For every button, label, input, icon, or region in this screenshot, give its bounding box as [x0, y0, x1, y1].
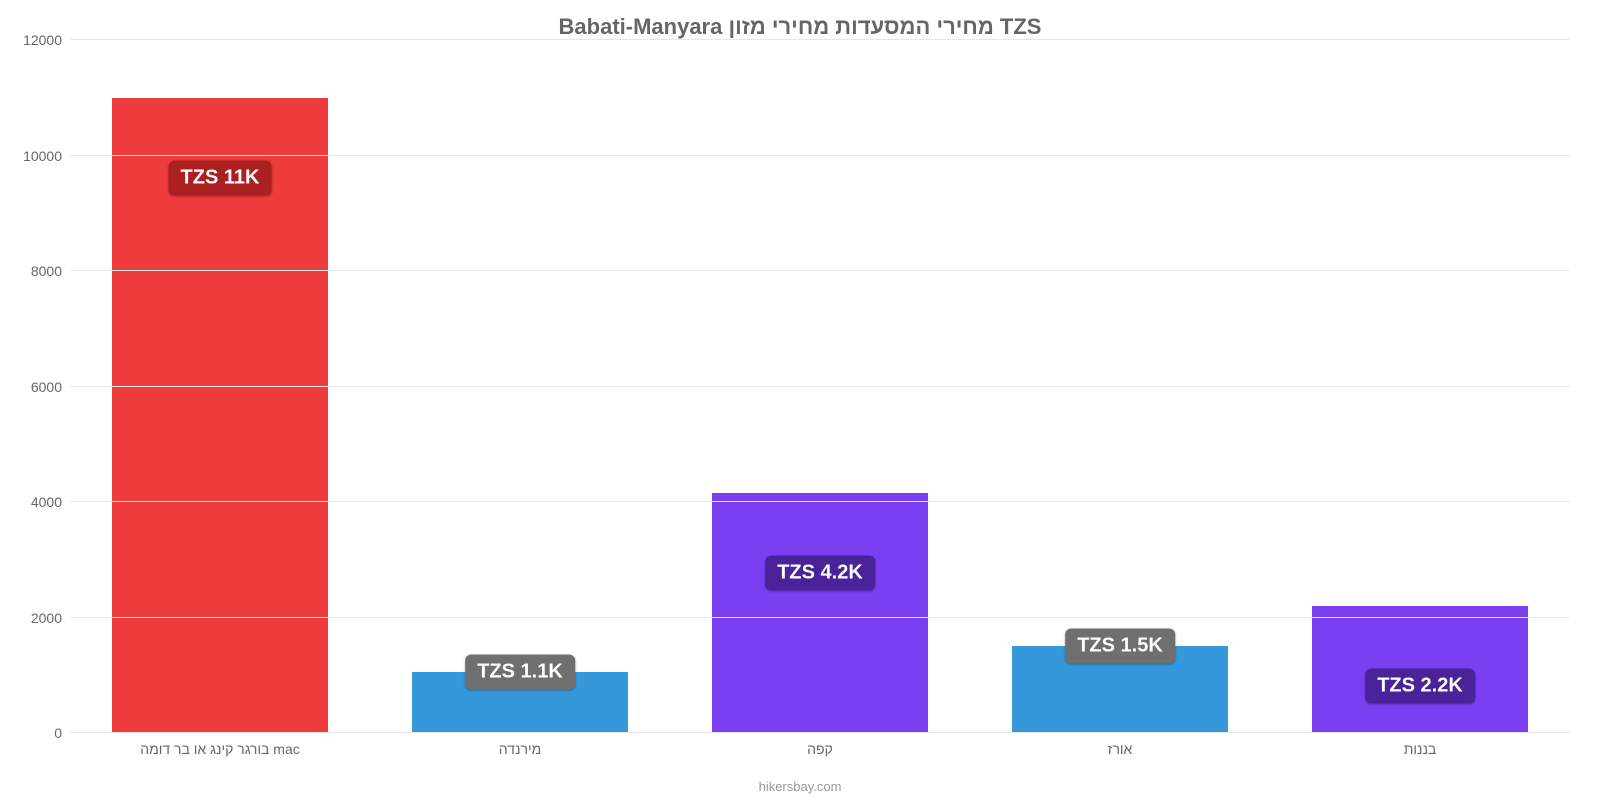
x-category-label: בננות [1404, 741, 1437, 757]
chart-title: Babati-Manyara מחירי המסעדות מחירי מזון … [0, 0, 1600, 40]
grid-line [70, 270, 1570, 271]
bar-value-label: TZS 2.2K [1365, 668, 1475, 703]
bars-layer: TZS 11K TZS 1.1K TZS 4.2K TZS 1.5K TZS 2.2K [70, 40, 1570, 733]
plot-area: TZS 11K TZS 1.1K TZS 4.2K TZS 1.5K TZS 2.2K [70, 40, 1570, 733]
x-category-label: מירנדה [499, 741, 541, 757]
bar-value-label: TZS 4.2K [765, 556, 875, 591]
x-category-label: בורגר קינג או בר דומה mac [140, 741, 300, 757]
y-tick-label: 8000 [2, 263, 62, 279]
x-category-label: אורז [1108, 741, 1133, 757]
grid-line [70, 155, 1570, 156]
y-tick-label: 12000 [2, 32, 62, 48]
bar-value-label: TZS 1.1K [465, 655, 575, 690]
price-chart: Babati-Manyara מחירי המסעדות מחירי מזון … [0, 0, 1600, 800]
y-tick-label: 10000 [2, 148, 62, 164]
grid-line [70, 617, 1570, 618]
y-tick-label: 4000 [2, 494, 62, 510]
bar-value-label: TZS 1.5K [1065, 629, 1175, 664]
credit-text: hikersbay.com [0, 779, 1600, 800]
y-tick-label: 0 [2, 725, 62, 741]
y-axis: 020004000600080001000012000 [0, 40, 70, 733]
plot-row: 020004000600080001000012000 TZS 11KTZS 1… [0, 40, 1600, 733]
bar-value-label: TZS 11K [169, 160, 272, 195]
y-tick-label: 6000 [2, 379, 62, 395]
bar [712, 493, 928, 733]
grid-line [70, 501, 1570, 502]
x-category-label: קפה [807, 741, 833, 757]
grid-line [70, 386, 1570, 387]
x-axis: בורגר קינג או בר דומה mac מירנדה קפה אורז בנ… [70, 733, 1570, 779]
y-tick-label: 2000 [2, 610, 62, 626]
grid-line [70, 39, 1570, 40]
